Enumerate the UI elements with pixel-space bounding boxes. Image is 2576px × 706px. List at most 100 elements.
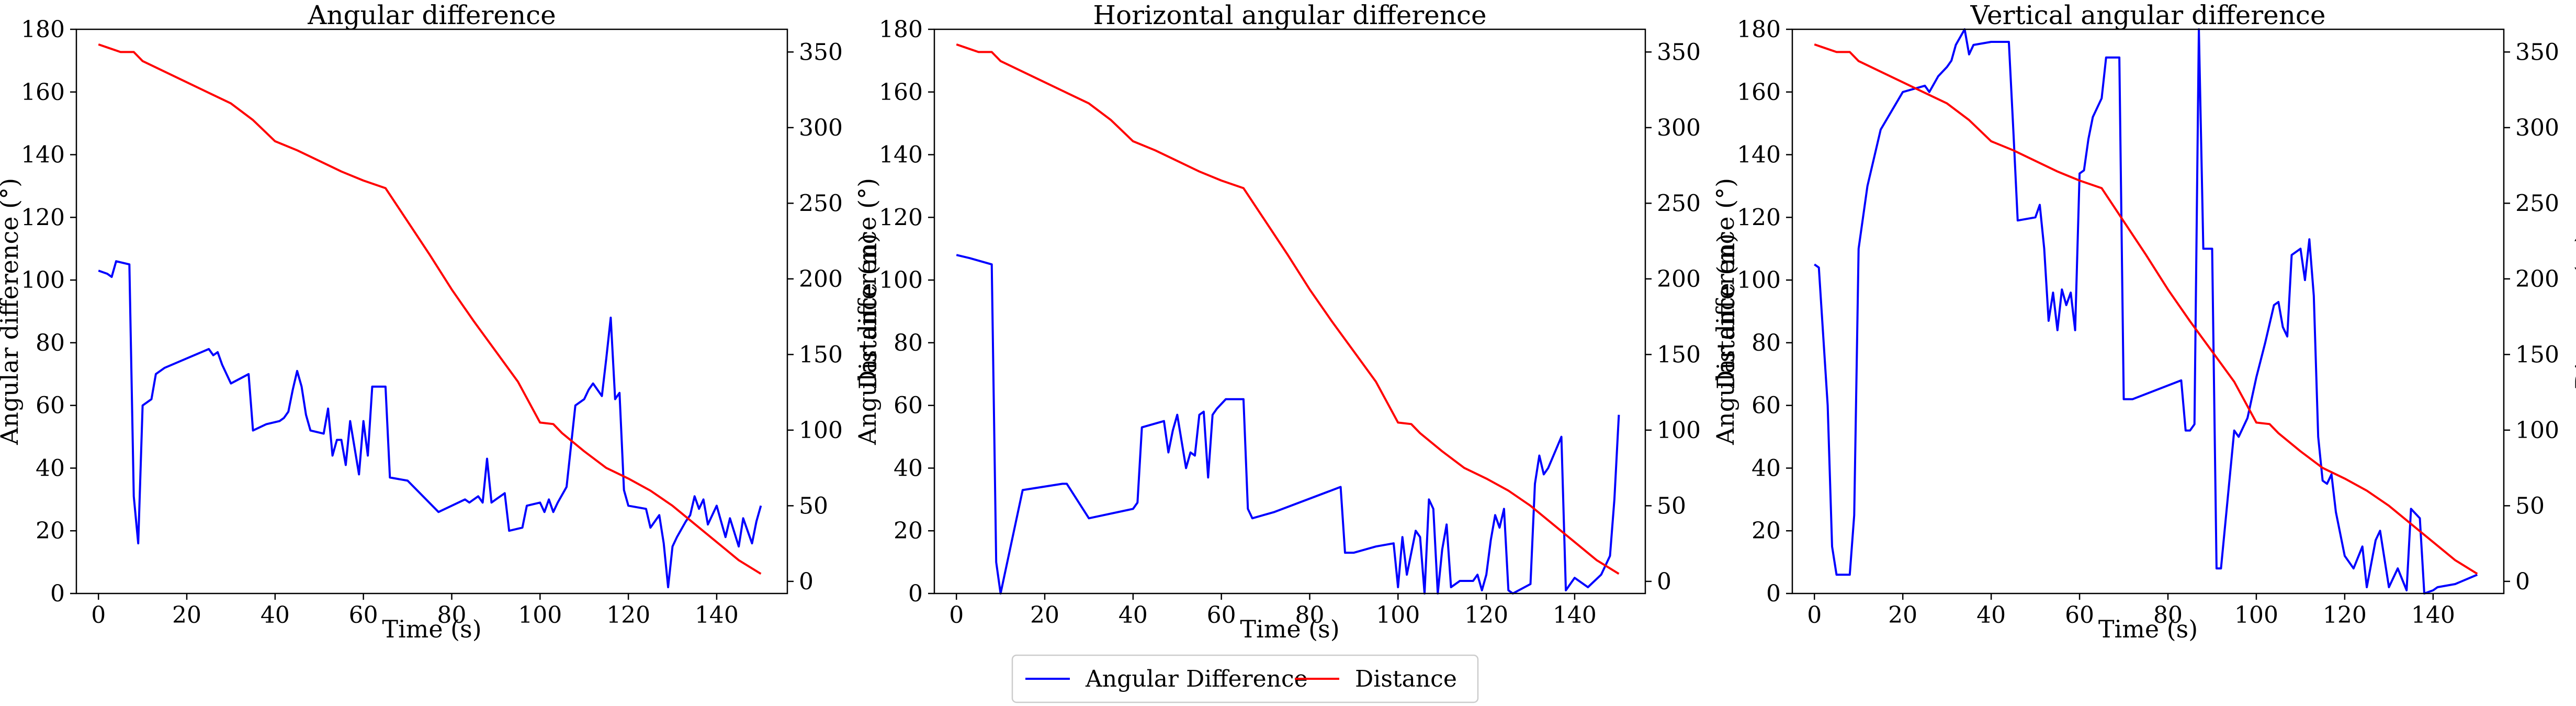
y-tick-label: 40 [36, 455, 65, 481]
x-tick-label: 100 [2234, 602, 2278, 629]
y-tick-label: 0 [50, 580, 65, 607]
y-tick-label: 60 [36, 393, 65, 419]
y-tick-label: 40 [894, 455, 923, 481]
y2-axis-label: Distance (m) [2570, 233, 2576, 389]
x-tick-label: 0 [1807, 602, 1822, 629]
x-tick-label: 120 [2323, 602, 2367, 629]
legend-frame [1011, 654, 1479, 703]
y2-tick-label: 250 [2515, 190, 2559, 217]
series-line-angular-difference [1814, 28, 2478, 595]
y-tick-label: 80 [1752, 330, 1781, 356]
y2-tick-label: 100 [2515, 417, 2559, 444]
plot-frame [933, 28, 1646, 595]
legend-label-distance: Distance [1355, 666, 1457, 692]
chart-title: Angular difference [307, 0, 556, 30]
y-tick-label: 60 [1752, 393, 1781, 419]
y2-tick-label: 150 [2515, 341, 2559, 368]
chart-panels: 0 20 40 60 80 100 120 140 0 20 40 60 80 100 120 140 160 1… [0, 0, 2576, 643]
y-tick-label: 160 [1737, 79, 1781, 106]
legend: Angular Difference Distance [1011, 654, 1479, 703]
y-axis-label: Angular difference (°) [1711, 178, 1739, 445]
y2-tick-label: 200 [2515, 266, 2559, 293]
series-line-angular-difference [98, 260, 762, 588]
legend-label-angular-difference: Angular Difference [1085, 666, 1308, 692]
y-tick-label: 80 [36, 330, 65, 356]
x-tick-label: 120 [606, 602, 650, 629]
y-tick-label: 140 [879, 142, 923, 169]
y2-tick-label: 100 [1657, 417, 1701, 444]
y-tick-label: 20 [36, 518, 65, 544]
y2-tick-label: 250 [1657, 190, 1701, 217]
y2-tick-label: 0 [799, 568, 814, 595]
x-tick-label: 40 [1976, 602, 2006, 629]
chart-title: Vertical angular difference [1970, 0, 2325, 30]
y-tick-label: 180 [21, 16, 65, 43]
x-tick-label: 20 [1888, 602, 1917, 629]
series-line-angular-difference [956, 254, 1620, 595]
y2-tick-label: 200 [799, 266, 843, 293]
x-tick-label: 120 [1464, 602, 1508, 629]
plot-frame [1791, 28, 2505, 595]
y2-tick-label: 50 [2515, 492, 2545, 519]
y2-tick-label: 350 [1657, 39, 1701, 65]
y2-tick-label: 50 [1657, 492, 1686, 519]
y-axis-label: Angular difference (°) [0, 178, 24, 445]
y-tick-label: 100 [1737, 267, 1781, 294]
y2-tick-label: 350 [799, 39, 843, 65]
x-tick-label: 40 [261, 602, 290, 629]
y-tick-label: 120 [879, 204, 923, 231]
y2-tick-label: 300 [1657, 115, 1701, 141]
y-tick-label: 80 [894, 330, 923, 356]
x-axis-label: Time (s) [1240, 615, 1339, 643]
series-line-distance [98, 43, 762, 575]
x-tick-label: 100 [1376, 602, 1420, 629]
x-tick-label: 0 [91, 602, 106, 629]
plot-frame [75, 28, 788, 595]
x-tick-label: 0 [949, 602, 964, 629]
x-tick-label: 140 [1553, 602, 1597, 629]
x-tick-label: 40 [1118, 602, 1148, 629]
y2-tick-label: 0 [2515, 568, 2530, 595]
y2-tick-label: 50 [799, 492, 828, 519]
chart-panel-1: 0 20 40 60 80 100 120 140 0 20 40 60 80 100 120 140 160 1… [0, 0, 882, 643]
y2-tick-label: 300 [2515, 115, 2559, 141]
y2-tick-label: 350 [2515, 39, 2559, 65]
chart-panel-3: 0 20 40 60 80 100 120 140 0 20 40 60 80 100 120 140 160 1… [1711, 0, 2576, 643]
y2-tick-label: 300 [799, 115, 843, 141]
x-tick-label: 60 [349, 602, 378, 629]
x-tick-label: 100 [518, 602, 562, 629]
y-tick-label: 120 [21, 204, 65, 231]
y-tick-label: 100 [21, 267, 65, 294]
y-tick-label: 0 [1766, 580, 1781, 607]
x-tick-label: 20 [1030, 602, 1059, 629]
y2-tick-label: 150 [799, 341, 843, 368]
y-tick-label: 100 [879, 267, 923, 294]
y-tick-label: 140 [1737, 142, 1781, 169]
series-line-distance [956, 43, 1620, 575]
y-tick-label: 180 [1737, 16, 1781, 43]
y-axis-label: Angular difference (°) [853, 178, 882, 445]
x-tick-label: 80 [2153, 602, 2183, 629]
y2-tick-label: 0 [1657, 568, 1671, 595]
x-tick-label: 80 [1295, 602, 1324, 629]
y2-tick-label: 100 [799, 417, 843, 444]
y2-tick-label: 150 [1657, 341, 1701, 368]
y2-tick-label: 250 [799, 190, 843, 217]
y-tick-label: 20 [894, 518, 923, 544]
y-tick-label: 40 [1752, 455, 1781, 481]
x-tick-label: 140 [2411, 602, 2455, 629]
x-tick-label: 80 [437, 602, 466, 629]
y-tick-label: 160 [879, 79, 923, 106]
series-line-distance [1814, 43, 2478, 575]
y2-axis-label: Distance (m) [854, 233, 882, 389]
x-tick-label: 140 [695, 602, 739, 629]
y-tick-label: 0 [908, 580, 923, 607]
y-tick-label: 180 [879, 16, 923, 43]
chart-title: Horizontal angular difference [1093, 0, 1486, 30]
y2-tick-label: 200 [1657, 266, 1701, 293]
y-tick-label: 120 [1737, 204, 1781, 231]
x-tick-label: 20 [172, 602, 201, 629]
x-axis-label: Time (s) [382, 615, 481, 643]
x-tick-label: 60 [2065, 602, 2094, 629]
